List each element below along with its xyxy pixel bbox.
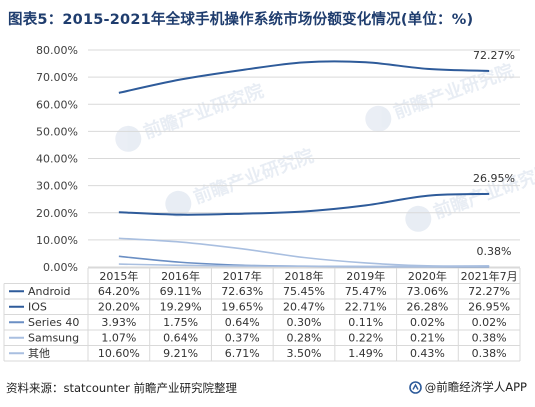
x-tick-label: 2016年 xyxy=(161,269,200,283)
data-cell: 0.11% xyxy=(348,316,383,329)
data-cell: 0.28% xyxy=(287,332,322,345)
end-annotations: 72.27% 26.95% 0.38% xyxy=(473,49,515,258)
data-cell: 1.07% xyxy=(101,332,136,345)
data-cell: 75.45% xyxy=(283,285,325,298)
data-cell: 3.50% xyxy=(287,347,322,360)
data-cell: 0.22% xyxy=(348,332,383,345)
data-cell: 0.02% xyxy=(472,316,507,329)
watermark-logo-icon xyxy=(115,125,142,152)
x-tick-label: 2019年 xyxy=(346,269,385,283)
y-tick-label: 70.00% xyxy=(36,71,78,84)
data-cell: 1.75% xyxy=(163,316,198,329)
x-tick-label: 2021年7月 xyxy=(461,269,518,283)
legend-label: Samsung xyxy=(28,332,79,345)
data-cell: 0.21% xyxy=(410,332,445,345)
y-tick-label: 20.00% xyxy=(36,207,78,220)
data-cell: 20.20% xyxy=(98,301,140,314)
data-cell: 0.37% xyxy=(225,332,260,345)
data-table: 2015年 2016年 2017年 2018年 2019年 2020年 2021年7月 And… xyxy=(3,267,521,362)
legend-label: Android xyxy=(28,285,71,298)
data-cell: 10.60% xyxy=(98,347,140,360)
data-cell: 0.38% xyxy=(472,347,507,360)
brand-logo-icon xyxy=(408,380,422,394)
data-cell: 0.30% xyxy=(287,316,322,329)
data-cell: 22.71% xyxy=(345,301,387,314)
data-cell: 0.43% xyxy=(410,347,445,360)
series-line-4 xyxy=(118,237,490,267)
legend-label: Series 40 xyxy=(28,316,79,329)
y-tick-label: 40.00% xyxy=(36,153,78,166)
watermark-text: 前瞻产业研究院 xyxy=(431,160,535,224)
watermark-logo-icon xyxy=(165,190,192,217)
data-cell: 3.93% xyxy=(101,316,136,329)
data-cell: 0.38% xyxy=(472,332,507,345)
y-tick-label: 10.00% xyxy=(36,234,78,247)
data-cell: 26.28% xyxy=(406,301,448,314)
data-cell: 26.95% xyxy=(468,301,510,314)
data-cell: 75.47% xyxy=(345,285,387,298)
x-tick-label: 2015年 xyxy=(99,269,138,283)
data-cell: 73.06% xyxy=(406,285,448,298)
legend-label: 其他 xyxy=(28,347,50,360)
data-cell: 64.20% xyxy=(98,285,140,298)
end-annotation: 72.27% xyxy=(473,49,515,62)
end-annotation: 0.38% xyxy=(477,245,512,258)
data-cell: 19.29% xyxy=(160,301,202,314)
data-cell: 9.21% xyxy=(163,347,198,360)
y-axis-tick-labels: 0.00% 10.00% 20.00% 30.00% 40.00% 50.00% 60.00… xyxy=(36,44,78,274)
data-cell: 0.64% xyxy=(225,316,260,329)
watermark-logo-icon xyxy=(405,205,432,232)
watermark-logo-icon xyxy=(365,105,392,132)
series-line-1 xyxy=(118,192,490,216)
watermark: 前瞻产业研究院 xyxy=(165,145,317,217)
series-lines xyxy=(118,60,490,268)
x-tick-label: 2020年 xyxy=(408,269,447,283)
y-tick-label: 50.00% xyxy=(36,125,78,138)
watermark-text: 前瞻产业研究院 xyxy=(191,145,317,209)
x-tick-label: 2018年 xyxy=(285,269,324,283)
brand-text: @前瞻经济学人APP xyxy=(424,380,527,394)
y-tick-label: 80.00% xyxy=(36,44,78,57)
y-tick-label: 0.00% xyxy=(43,261,78,274)
brand-credit: @前瞻经济学人APP xyxy=(408,379,527,395)
data-cell: 19.65% xyxy=(221,301,263,314)
data-cell: 20.47% xyxy=(283,301,325,314)
legend-label: IOS xyxy=(28,301,47,314)
y-tick-label: 30.00% xyxy=(36,180,78,193)
data-cell: 0.64% xyxy=(163,332,198,345)
end-annotation: 26.95% xyxy=(473,172,515,185)
data-cell: 69.11% xyxy=(160,285,202,298)
data-cell: 6.71% xyxy=(225,347,260,360)
data-cell: 72.63% xyxy=(221,285,263,298)
series-line-0 xyxy=(118,60,490,94)
data-cell: 1.49% xyxy=(348,347,383,360)
data-cell: 72.27% xyxy=(468,285,510,298)
chart-title: 图表5：2015-2021年全球手机操作系统市场份额变化情况(单位：%) xyxy=(8,12,474,28)
y-tick-label: 60.00% xyxy=(36,98,78,111)
source-note: 资料来源：statcounter 前瞻产业研究院整理 xyxy=(6,381,237,395)
data-cell: 0.02% xyxy=(410,316,445,329)
watermark-text: 前瞻产业研究院 xyxy=(141,80,267,144)
x-tick-label: 2017年 xyxy=(223,269,262,283)
